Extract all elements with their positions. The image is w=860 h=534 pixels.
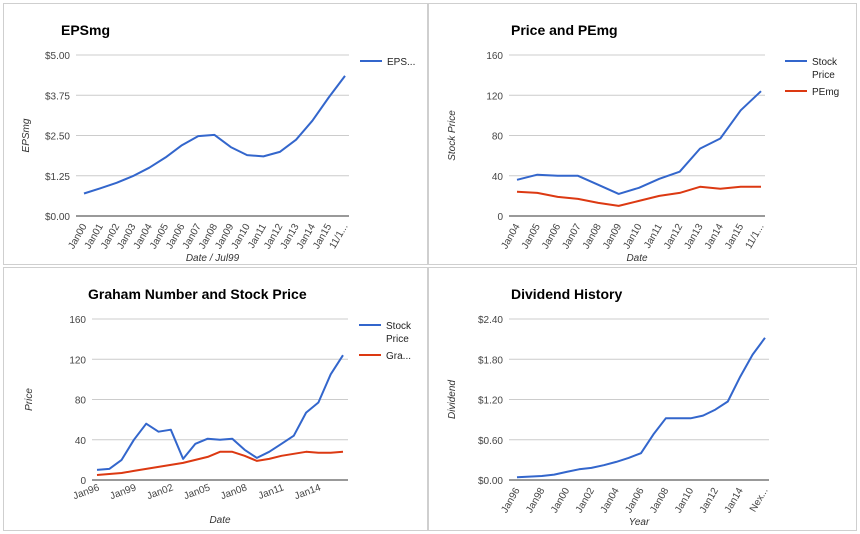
x-tick-label: Jan11	[257, 482, 286, 502]
y-tick-label: 120	[486, 91, 503, 102]
x-tick-label: Jan05	[520, 222, 543, 251]
chart-title: Graham Number and Stock Price	[88, 286, 307, 302]
x-tick-label: Jan08	[648, 486, 671, 515]
y-tick-label: $5.00	[45, 51, 70, 62]
y-tick-label: 80	[75, 396, 87, 407]
y-tick-label: $2.50	[45, 132, 70, 143]
x-tick-label: Jan08	[219, 482, 249, 502]
y-tick-label: 160	[486, 51, 503, 62]
x-tick-label: Jan12	[698, 486, 721, 515]
y-tick-label: $3.75	[45, 91, 70, 102]
chart-title: EPSmg	[61, 22, 110, 38]
x-tick-label: Jan06	[540, 222, 563, 251]
x-tick-label: Nex...	[748, 486, 771, 514]
x-tick-label: Jan15	[723, 222, 746, 251]
x-axis-label: Year	[629, 517, 650, 528]
series-line-2	[96, 450, 344, 476]
x-tick-label: Jan02	[574, 486, 597, 515]
x-tick-label: Jan98	[524, 486, 547, 515]
y-tick-label: 0	[497, 212, 503, 223]
eps-chart: EPSmg$0.00$1.25$2.50$3.75$5.00EPSmgJan00…	[21, 22, 415, 264]
series-line-2	[516, 185, 761, 207]
y-tick-label: 120	[69, 355, 86, 366]
graham-chart: Graham Number and Stock Price 0 40 80 120 160…	[24, 286, 412, 526]
legend-label: Stock	[386, 321, 412, 332]
y-axis-label: Stock Price	[447, 110, 458, 161]
x-tick-label: Jan04	[499, 222, 522, 251]
x-tick-label: Jan04	[599, 486, 622, 515]
legend-label: Stock	[812, 57, 838, 68]
y-tick-label: $0.00	[478, 476, 503, 487]
y-tick-label: $0.00	[45, 212, 70, 223]
x-axis-label: Date / Jul99	[186, 253, 240, 264]
chart-title: Price and PEmg	[511, 22, 618, 38]
x-tick-label: Jan14	[293, 482, 323, 502]
x-axis-label: Date	[209, 515, 231, 526]
x-tick-label: Jan06	[623, 486, 646, 515]
x-tick-label: Jan13	[682, 222, 705, 251]
y-tick-label: 80	[492, 132, 504, 143]
series-line-1	[516, 90, 762, 195]
y-tick-label: $1.25	[45, 172, 70, 183]
y-tick-label: 160	[69, 315, 86, 326]
x-tick-label: Jan14	[703, 222, 726, 251]
x-tick-label: Jan96	[72, 482, 102, 502]
series-line-1	[96, 354, 344, 471]
x-tick-label: Jan14	[723, 486, 746, 515]
legend-label: EPS...	[387, 57, 415, 68]
legend-label: PEmg	[812, 87, 839, 98]
series-line-1	[516, 337, 766, 479]
x-tick-label: Jan10	[673, 486, 696, 515]
y-tick-label: 40	[75, 436, 87, 447]
eps-chart-panel: EPSmg $0.00 $1.25 $2.50 $3.75 $5.00 EPSmg Jan00…	[3, 3, 428, 265]
y-axis-label: Dividend	[447, 380, 458, 419]
dividend-chart: Dividend History $0.00 $0.60 $1.20 $1.80 $2.4…	[447, 286, 771, 528]
legend-label: Price	[386, 334, 409, 345]
x-tick-label: Jan10	[621, 222, 644, 251]
y-tick-label: $1.20	[478, 396, 503, 407]
x-tick-label: Jan07	[560, 222, 583, 251]
price-pe-chart-panel: Price and PEmg 0 40 80 120 160 Stock Price Jan0…	[428, 3, 857, 265]
x-tick-label: Jan96	[499, 486, 522, 515]
y-tick-label: 0	[80, 476, 86, 487]
x-tick-label: Jan02	[145, 482, 175, 502]
x-tick-label: Jan12	[662, 222, 685, 251]
dividend-chart-panel: Dividend History $0.00 $0.60 $1.20 $1.80 $2.4…	[428, 267, 857, 531]
graham-chart-panel: Graham Number and Stock Price 0 40 80 120 160…	[3, 267, 428, 531]
x-tick-label: Jan00	[549, 486, 572, 515]
x-axis-label: Date	[626, 253, 648, 264]
x-tick-label: Jan05	[182, 482, 212, 502]
y-tick-label: $2.40	[478, 315, 503, 326]
price-pe-chart: Price and PEmg 0 40 80 120 160 Stock Price Jan0…	[447, 22, 839, 264]
x-tick-label: Jan09	[601, 222, 624, 251]
legend-label: Gra...	[386, 351, 411, 362]
y-tick-label: $1.80	[478, 355, 503, 366]
y-axis-label: Price	[24, 388, 35, 411]
series-line-1	[83, 75, 346, 195]
chart-title: Dividend History	[511, 286, 622, 302]
y-axis-label: EPSmg	[21, 118, 32, 152]
x-tick-label: 11/1...	[744, 222, 767, 251]
y-tick-label: 40	[492, 172, 504, 183]
x-tick-label: Jan08	[581, 222, 604, 251]
legend-label: Price	[812, 70, 835, 81]
x-tick-label: Jan99	[109, 482, 139, 502]
y-tick-label: $0.60	[478, 436, 503, 447]
